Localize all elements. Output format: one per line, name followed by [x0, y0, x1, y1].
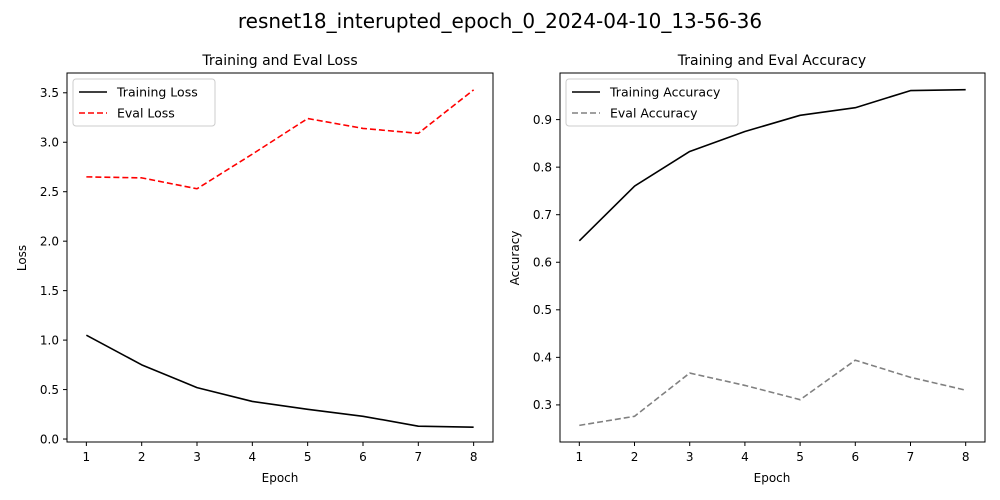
accuracy-x-tick-label-6: 6 — [851, 450, 859, 464]
loss-x-tick-label-1: 1 — [83, 450, 91, 464]
accuracy-legend: Training Accuracy Eval Accuracy — [565, 78, 739, 127]
loss-legend-box — [72, 78, 216, 127]
accuracy-plot-frame — [559, 72, 986, 443]
loss-x-tick-label-2: 2 — [138, 450, 146, 464]
accuracy-y-tick-label-4: 0.6 — [533, 256, 552, 270]
accuracy-x-tick-label-8: 8 — [962, 450, 970, 464]
loss-chart-ylabel: Loss — [15, 245, 29, 271]
accuracy-y-tick-label-2: 0.4 — [533, 351, 552, 365]
accuracy-legend-label-1: Training Accuracy — [609, 85, 721, 100]
loss-legend-label-2: Eval Loss — [117, 106, 175, 121]
loss-y-tick-label-1: 0.0 — [40, 432, 59, 446]
loss-y-tick-label-4: 1.5 — [40, 284, 59, 298]
accuracy-chart-xlabel: Epoch — [754, 471, 791, 485]
loss-chart: Training and Eval Loss Epoch Loss 1 2 3 4 5 6… — [15, 53, 494, 485]
accuracy-y-tick-label-6: 0.8 — [533, 160, 552, 174]
loss-x-tick-label-7: 7 — [414, 450, 422, 464]
accuracy-y-tick-label-3: 0.5 — [533, 303, 552, 317]
loss-x-tick-label-4: 4 — [249, 450, 257, 464]
figure-title: resnet18_interupted_epoch_0_2024-04-10_1… — [238, 9, 762, 33]
accuracy-series-line-1 — [578, 88, 966, 242]
accuracy-x-tick-label-2: 2 — [631, 450, 639, 464]
accuracy-chart-ylabel: Accuracy — [508, 231, 522, 286]
accuracy-y-tick-label-1: 0.3 — [533, 398, 552, 412]
accuracy-x-tick-label-1: 1 — [575, 450, 583, 464]
loss-x-tick-label-6: 6 — [359, 450, 367, 464]
accuracy-y-tick-label-7: 0.9 — [533, 113, 552, 127]
accuracy-series-line-2 — [579, 359, 966, 427]
loss-x-tick-label-3: 3 — [193, 450, 201, 464]
loss-chart-xlabel: Epoch — [262, 471, 299, 485]
loss-x-tick-label-8: 8 — [470, 450, 478, 464]
loss-plot-frame — [66, 72, 494, 443]
accuracy-x-tick-label-7: 7 — [907, 450, 915, 464]
accuracy-x-tick-label-3: 3 — [686, 450, 694, 464]
loss-y-tick-label-6: 2.5 — [40, 185, 59, 199]
loss-y-tick-label-8: 3.5 — [40, 86, 59, 100]
loss-legend: Training Loss Eval Loss — [72, 78, 216, 127]
loss-series-line-2 — [86, 89, 475, 190]
loss-y-tick-label-2: 0.5 — [40, 383, 59, 397]
accuracy-y-tick-label-5: 0.7 — [533, 208, 552, 222]
accuracy-x-tick-label-4: 4 — [741, 450, 749, 464]
loss-y-tick-label-5: 2.0 — [40, 234, 59, 248]
accuracy-legend-box — [565, 78, 739, 127]
loss-series-line-1 — [85, 334, 474, 428]
accuracy-x-tick-label-5: 5 — [796, 450, 804, 464]
loss-x-tick-label-5: 5 — [304, 450, 312, 464]
loss-chart-title: Training and Eval Loss — [201, 53, 357, 69]
loss-y-tick-label-3: 1.0 — [40, 333, 59, 347]
accuracy-chart: Training and Eval Accuracy Epoch Accurac… — [508, 53, 986, 485]
loss-y-tick-label-7: 3.0 — [40, 136, 59, 150]
accuracy-chart-title: Training and Eval Accuracy — [677, 53, 866, 69]
accuracy-legend-label-2: Eval Accuracy — [610, 106, 698, 121]
loss-legend-label-1: Training Loss — [116, 85, 198, 100]
